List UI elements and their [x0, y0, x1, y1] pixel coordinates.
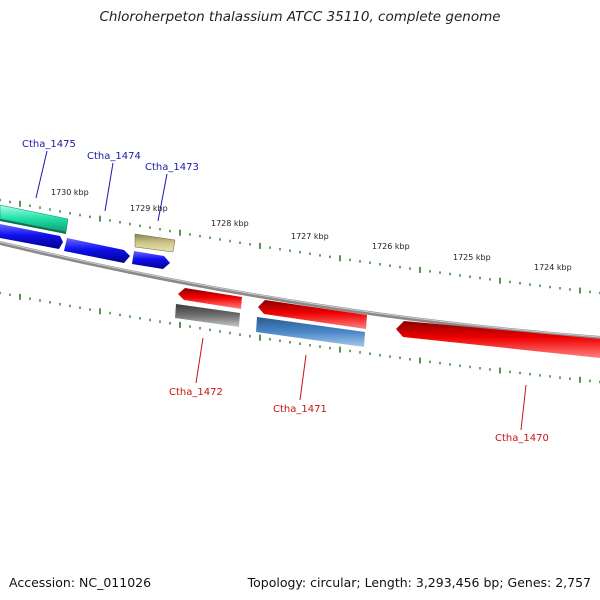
scale-label-1724: 1724 kbp [534, 263, 572, 272]
callout-ctha-1474 [104, 162, 114, 212]
genome-stats-text: Topology: circular; Length: 3,293,456 bp… [247, 575, 591, 590]
callout-ctha-1472 [195, 337, 204, 384]
gene-ctha-1470[interactable] [396, 321, 600, 358]
accession-text: Accession: NC_011026 [9, 575, 152, 590]
callout-ctha-1473 [157, 173, 168, 222]
scale-label-1726: 1726 kbp [372, 242, 410, 251]
genome-backbone [0, 241, 600, 340]
callout-ctha-1475 [35, 150, 48, 199]
gene-label-ctha-1474[interactable]: Ctha_1474 [87, 151, 141, 162]
gene-ctha-1472[interactable] [175, 304, 240, 327]
scale-label-1728: 1728 kbp [211, 219, 249, 228]
scale-label-1729: 1729 kbp [130, 204, 168, 213]
gene-ctha-1473[interactable] [132, 251, 170, 269]
gene-ctha-1472b[interactable] [178, 288, 242, 309]
callout-ctha-1470 [520, 384, 527, 431]
scale-label-1730: 1730 kbp [51, 188, 89, 197]
genome-backbone-highlight [0, 241, 600, 338]
scale-track-lower [0, 291, 600, 384]
gene-ctha-1474[interactable] [64, 238, 130, 263]
gene-ctha-1471b[interactable] [258, 300, 367, 329]
gene-label-ctha-1472[interactable]: Ctha_1472 [169, 387, 223, 398]
gene-ctha-1471[interactable] [256, 317, 365, 347]
gene-label-ctha-1471[interactable]: Ctha_1471 [273, 404, 327, 415]
scale-track-upper [0, 198, 600, 295]
gene-ctha-1474b[interactable] [0, 224, 63, 249]
gene-ctha-1473b[interactable] [134, 233, 176, 253]
callout-ctha-1471 [299, 354, 307, 401]
scale-label-1725: 1725 kbp [453, 253, 491, 262]
gene-label-ctha-1470[interactable]: Ctha_1470 [495, 433, 549, 444]
gene-ctha-1475-shadow [0, 219, 66, 234]
gene-label-ctha-1473[interactable]: Ctha_1473 [145, 162, 199, 173]
scale-label-1727: 1727 kbp [291, 232, 329, 241]
gene-label-ctha-1475[interactable]: Ctha_1475 [22, 139, 76, 150]
page-title: Chloroherpeton thalassium ATCC 35110, co… [99, 9, 501, 25]
